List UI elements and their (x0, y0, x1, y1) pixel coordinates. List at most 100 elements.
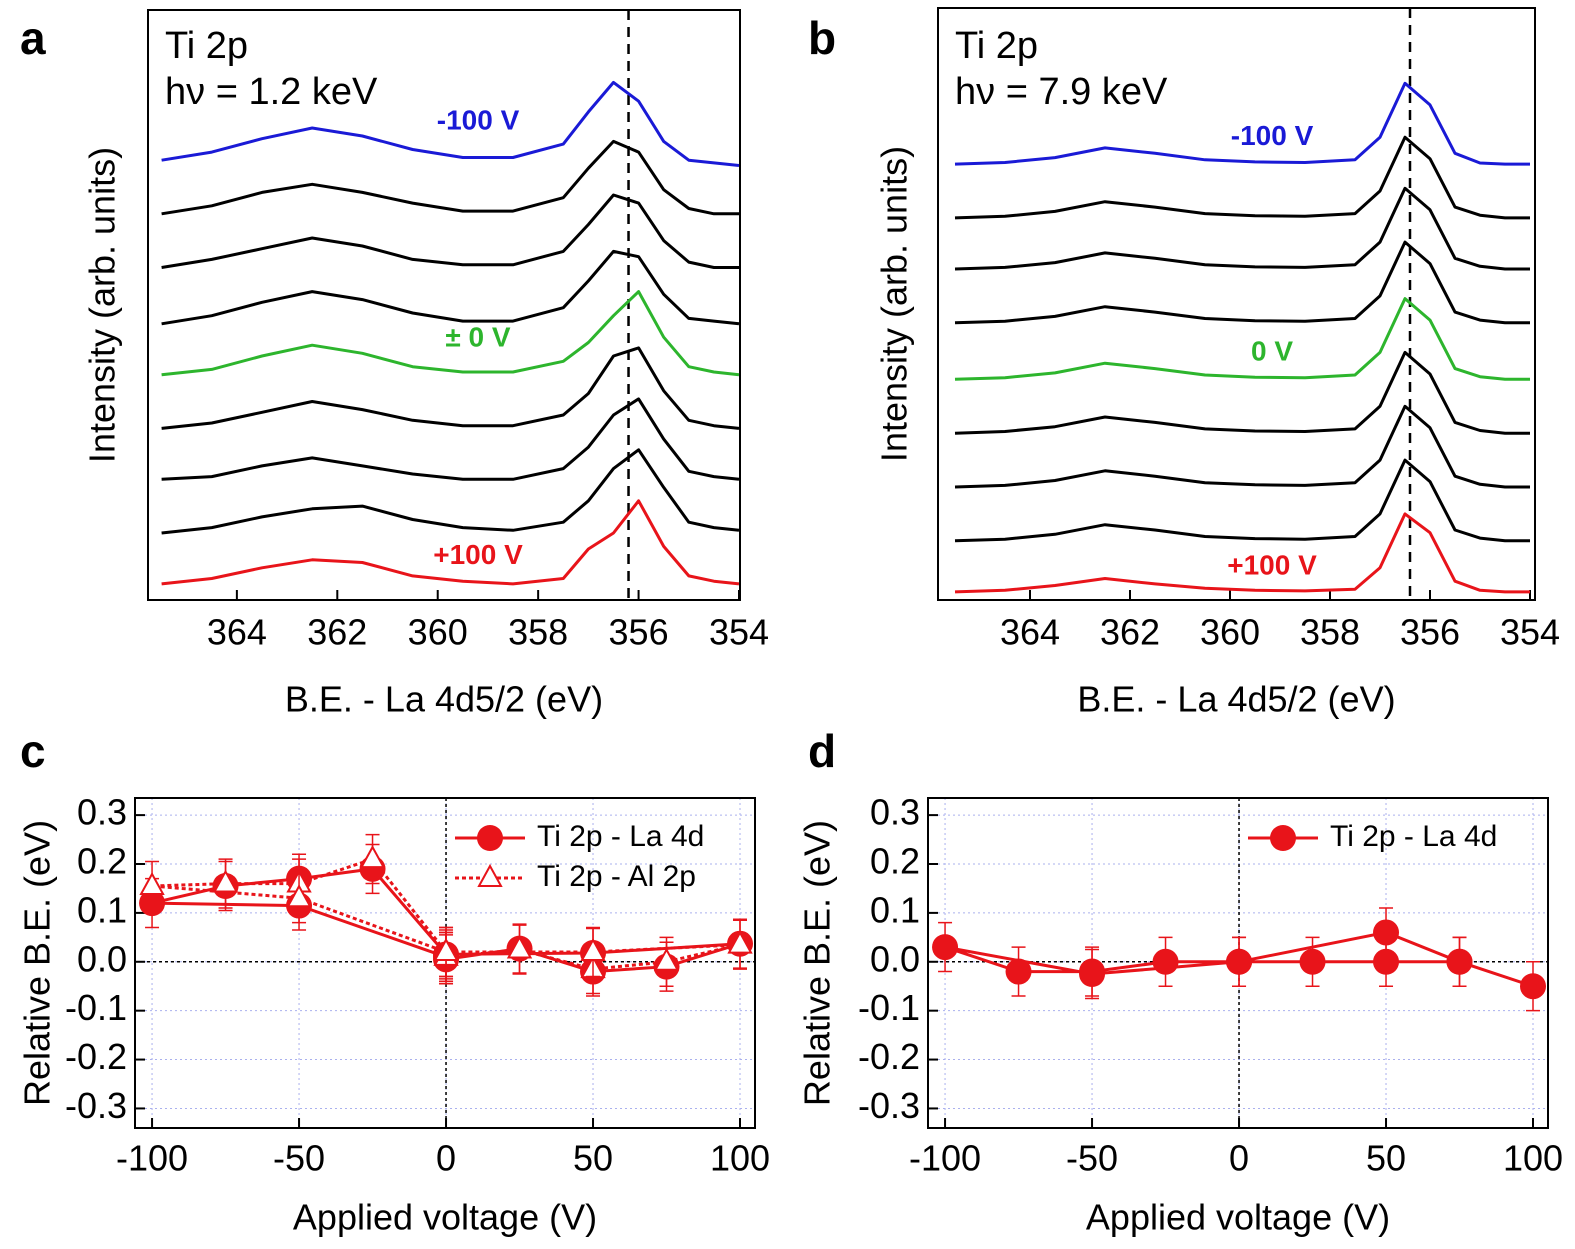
marker (477, 863, 503, 887)
x-tick-label: -100 (909, 1138, 981, 1179)
panel-label: a (20, 12, 46, 64)
y-axis-label: Intensity (arb. units) (82, 147, 123, 463)
x-axis-label: B.E. - La 4d5/2 (eV) (1077, 679, 1395, 720)
marker (1446, 948, 1473, 975)
spectrum-line (954, 297, 1530, 381)
spectrum-line (954, 404, 1530, 489)
marker (1299, 948, 1326, 975)
spectrum-line (161, 346, 740, 430)
x-tick-label: 0 (436, 1138, 456, 1179)
x-tick-label: 358 (508, 612, 568, 653)
series-label: 0 V (1251, 335, 1293, 366)
marker (1373, 948, 1400, 975)
plot-frame (147, 9, 741, 601)
marker (1270, 825, 1296, 851)
marker (212, 869, 239, 893)
y-tick-label: 0.1 (870, 889, 920, 930)
annotation: hν = 7.9 keV (955, 71, 1168, 113)
marker (433, 937, 459, 961)
marker (653, 947, 680, 971)
marker (506, 935, 533, 959)
annotation: Ti 2p (165, 25, 248, 67)
spectrum-line (161, 397, 740, 481)
x-tick-label: 50 (1366, 1138, 1406, 1179)
legend-label: Ti 2p - Al 2p (537, 860, 696, 893)
x-tick-label: 354 (1500, 612, 1560, 653)
annotation: hν = 1.2 keV (165, 71, 378, 113)
spectrum-line (954, 512, 1530, 594)
series-label: -100 V (1231, 120, 1314, 151)
panel-label: b (808, 12, 836, 64)
x-tick-label: 354 (709, 612, 769, 653)
marker (1373, 919, 1400, 946)
x-tick-label: 50 (573, 1138, 613, 1179)
spectrum-line (161, 193, 739, 269)
y-tick-label: 0.0 (77, 938, 127, 979)
panel-label: c (20, 725, 46, 777)
x-axis-label: Applied voltage (V) (1086, 1197, 1390, 1238)
y-tick-label: 0.3 (870, 792, 920, 833)
x-tick-label: -50 (1066, 1138, 1118, 1179)
y-tick-label: -0.1 (65, 987, 127, 1028)
y-tick-label: 0.1 (77, 889, 127, 930)
marker (727, 930, 753, 954)
y-axis-label: Relative B.E. (eV) (17, 820, 58, 1106)
y-tick-label: -0.3 (65, 1085, 127, 1126)
marker (580, 937, 606, 961)
marker (1005, 958, 1032, 985)
series-label: -100 V (437, 104, 520, 135)
x-tick-label: 362 (307, 612, 367, 653)
spectrum-line (161, 499, 740, 586)
y-axis-label: Intensity (arb. units) (874, 146, 915, 462)
spectrum-line (161, 139, 739, 216)
plot-frame (937, 7, 1536, 601)
legend-label: Ti 2p - La 4d (537, 820, 704, 853)
y-axis-label: Relative B.E. (eV) (797, 820, 838, 1106)
y-tick-label: -0.3 (858, 1085, 920, 1126)
series-label: +100 V (1227, 550, 1317, 581)
spectrum-line (161, 448, 740, 535)
x-tick-label: 356 (609, 612, 669, 653)
y-tick-label: 0.2 (870, 841, 920, 882)
y-tick-label: -0.1 (858, 987, 920, 1028)
spectrum-line (954, 458, 1530, 543)
marker (139, 871, 165, 895)
x-axis-label: B.E. - La 4d5/2 (eV) (285, 679, 603, 720)
spectrum-line (954, 186, 1530, 271)
spectrum-line (954, 135, 1530, 220)
spectrum-line (954, 240, 1530, 325)
annotation: Ti 2p (955, 25, 1038, 67)
x-tick-label: 360 (1200, 612, 1260, 653)
marker (1226, 948, 1253, 975)
series-label: ± 0 V (445, 322, 510, 353)
x-tick-label: 364 (1000, 612, 1060, 653)
spectrum-line (161, 80, 740, 167)
marker (1152, 948, 1179, 975)
spectrum-line (954, 81, 1530, 166)
series-label: +100 V (433, 539, 523, 570)
x-tick-label: 100 (1503, 1138, 1563, 1179)
y-tick-label: -0.2 (858, 1036, 920, 1077)
x-tick-label: 100 (710, 1138, 770, 1179)
x-tick-label: 358 (1300, 612, 1360, 653)
marker (359, 845, 386, 869)
y-tick-label: 0.0 (870, 938, 920, 979)
x-tick-label: 0 (1229, 1138, 1249, 1179)
x-tick-label: -100 (116, 1138, 188, 1179)
marker (932, 934, 959, 961)
panel-label: d (808, 725, 836, 777)
marker (1520, 973, 1547, 1000)
x-tick-label: 360 (408, 612, 468, 653)
x-tick-label: 356 (1400, 612, 1460, 653)
x-axis-label: Applied voltage (V) (293, 1197, 597, 1238)
x-tick-label: 364 (207, 612, 267, 653)
y-tick-label: 0.2 (77, 841, 127, 882)
x-tick-label: 362 (1100, 612, 1160, 653)
spectrum-line (954, 350, 1530, 435)
marker (1079, 961, 1106, 987)
legend-label: Ti 2p - La 4d (1330, 820, 1497, 853)
y-tick-label: 0.3 (77, 792, 127, 833)
spectrum-line (161, 249, 740, 326)
marker (286, 884, 312, 908)
